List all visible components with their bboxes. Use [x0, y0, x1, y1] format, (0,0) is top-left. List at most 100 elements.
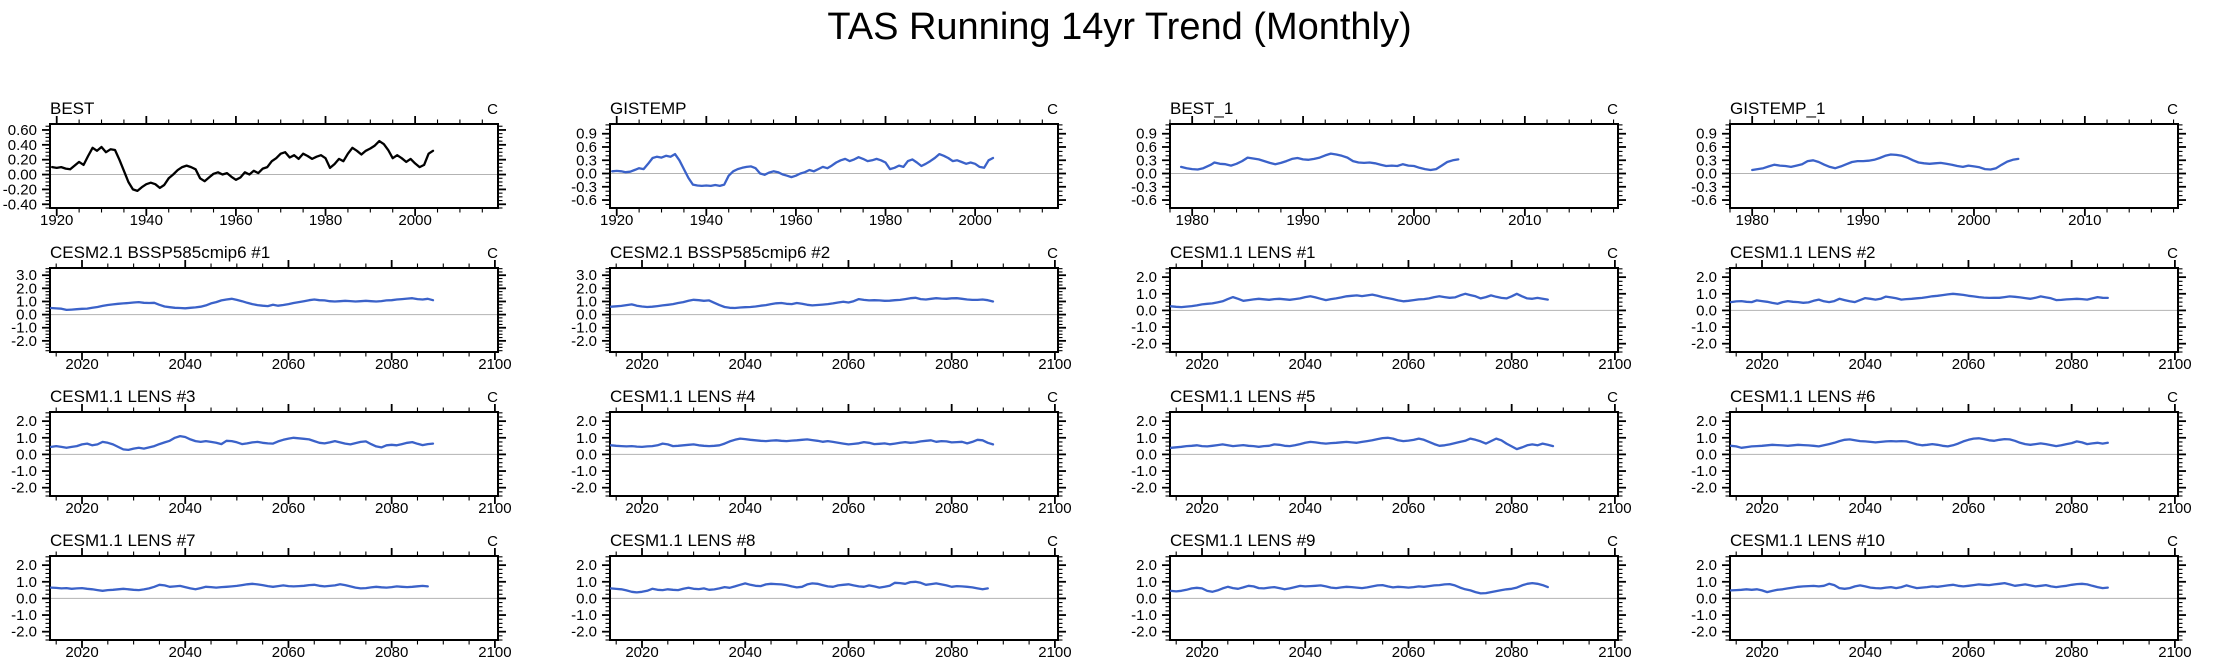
unit-label: C [1047, 533, 1058, 550]
panel-cesm1-1-lens-5: CESM1.1 LENS #5 C 2020 2040 2060 2080 2100 2.0 1… [1120, 372, 1680, 517]
y-tick-label: 0.0 [1136, 446, 1157, 463]
y-tick-label: -2.0 [1131, 624, 1157, 641]
y-tick-label: 0.9 [1136, 126, 1157, 143]
panel-title: CESM1.1 LENS #8 [610, 531, 756, 550]
y-tick-label: 2.0 [1696, 557, 1717, 574]
plot-box [1169, 123, 1619, 209]
y-tick-label: 2.0 [576, 280, 597, 297]
y-tick-label: 1.0 [1696, 286, 1717, 303]
x-tick-label: 2020 [1745, 644, 1778, 660]
y-tick-label: -2.0 [11, 480, 37, 497]
plot-area: BEST_1 C 1980 1990 2000 2010 0.90.60.30.0-0.3-… [1131, 99, 1626, 229]
panel-title: CESM1.1 LENS #10 [1730, 531, 1885, 550]
y-tick-label: -2.0 [571, 333, 597, 350]
x-tick-label: 2100 [2158, 356, 2191, 372]
y-tick-label: 0.6 [1136, 139, 1157, 156]
unit-label: C [487, 533, 498, 550]
x-tick-label: 2080 [935, 644, 968, 660]
x-tick-label: 2080 [935, 356, 968, 372]
y-tick-label: -2.0 [1131, 480, 1157, 497]
x-tick-label: 2020 [65, 356, 98, 372]
panel-best: BEST C 1920 1940 1960 1980 2000 0.60 0.40 0.20 0.0… [0, 84, 560, 229]
plot-box [609, 411, 1059, 497]
x-tick-label: 2080 [935, 500, 968, 516]
panel-cesm2-1-bssp585cmip6-1: CESM2.1 BSSP585cmip6 #1 C 2020 2040 2060 2080… [0, 228, 560, 373]
unit-label: C [1607, 101, 1618, 118]
y-tick-label: -1.0 [1691, 319, 1717, 336]
y-tick-label: 1.0 [1136, 286, 1157, 303]
x-tick-label: 2040 [169, 356, 202, 372]
y-tick-label: -2.0 [1691, 480, 1717, 497]
x-tick-label: 2100 [1598, 356, 1631, 372]
x-tick-label: 2040 [729, 500, 762, 516]
y-tick-label: 0.20 [8, 152, 37, 169]
plot-area: GISTEMP C 1920 1940 1960 1980 2000 0.90.60.30.0… [571, 99, 1066, 229]
panel-title: CESM1.1 LENS #6 [1730, 387, 1876, 406]
plot-box [1729, 267, 2179, 353]
y-tick-label: -0.3 [571, 179, 597, 196]
plot-area: CESM1.1 LENS #8 C 2020 2040 2060 2080 2100 2.01… [571, 531, 1071, 661]
y-tick-label: 0.0 [16, 307, 37, 324]
x-tick-label: 2060 [272, 356, 305, 372]
panel-title: BEST_1 [1170, 99, 1233, 118]
y-tick-label: -1.0 [571, 463, 597, 480]
page-header: TAS Running 14yr Trend (Monthly) [0, 0, 2239, 84]
x-tick-label: 2100 [2158, 500, 2191, 516]
y-tick-label: 0.3 [1696, 152, 1717, 169]
plot-area: CESM2.1 BSSP585cmip6 #1 C 2020 2040 2060 2080… [11, 243, 511, 373]
y-tick-label: -1.0 [11, 463, 37, 480]
y-tick-label: -0.6 [1691, 192, 1717, 209]
plot-box [609, 267, 1059, 353]
unit-label: C [487, 101, 498, 118]
data-line [50, 434, 435, 452]
plot-area: CESM1.1 LENS #6 C 2020 2040 2060 2080 2100 2.01… [1691, 387, 2191, 517]
x-tick-label: 2040 [1849, 356, 1882, 372]
y-tick-label: -1.0 [571, 607, 597, 624]
x-tick-label: 2060 [1392, 356, 1425, 372]
y-tick-label: -2.0 [1691, 624, 1717, 641]
x-tick-label: 2040 [1289, 644, 1322, 660]
y-tick-label: 3.0 [576, 267, 597, 284]
x-tick-label: 1920 [40, 212, 73, 228]
y-tick-label: 0.60 [8, 122, 37, 139]
panel-cesm1-1-lens-4: CESM1.1 LENS #4 C 2020 2040 2060 2080 2100 2.0 1… [560, 372, 1120, 517]
y-tick-label: 2.0 [16, 280, 37, 297]
x-tick-label: 1960 [779, 212, 812, 228]
panel-title: CESM1.1 LENS #2 [1730, 243, 1876, 262]
x-tick-label: 2080 [1495, 356, 1528, 372]
x-tick-label: 1920 [600, 212, 633, 228]
panel-title: CESM1.1 LENS #4 [610, 387, 756, 406]
x-tick-label: 1990 [1846, 212, 1879, 228]
x-tick-label: 2060 [272, 500, 305, 516]
y-tick-label: 1.0 [16, 430, 37, 447]
x-tick-label: 2040 [169, 500, 202, 516]
plot-area: CESM1.1 LENS #10 C 2020 2040 2060 2080 2100 2.0… [1691, 531, 2191, 661]
x-tick-label: 2060 [1952, 356, 1985, 372]
x-tick-label: 2100 [1038, 500, 1071, 516]
x-tick-label: 2080 [1495, 500, 1528, 516]
plot-area: CESM1.1 LENS #5 C 2020 2040 2060 2080 2100 2.01… [1131, 387, 1631, 517]
y-tick-label: 0.6 [1696, 139, 1717, 156]
x-tick-label: 2100 [2158, 644, 2191, 660]
x-tick-label: 2080 [2055, 356, 2088, 372]
panel-title: CESM1.1 LENS #1 [1170, 243, 1316, 262]
unit-label: C [2167, 245, 2178, 262]
unit-label: C [487, 245, 498, 262]
data-line [1179, 152, 1460, 172]
x-tick-label: 2010 [2068, 212, 2101, 228]
y-tick-label: 1.0 [1696, 574, 1717, 591]
plot-area: BEST C 1920 1940 1960 1980 2000 0.600.400.200.0… [3, 99, 506, 229]
x-tick-label: 1980 [1735, 212, 1768, 228]
y-tick-label: 2.0 [1136, 557, 1157, 574]
panel-title: GISTEMP [610, 99, 687, 118]
plot-box [609, 555, 1059, 641]
x-tick-label: 2000 [398, 212, 431, 228]
plot-box [1169, 555, 1619, 641]
x-tick-label: 2060 [832, 500, 865, 516]
panel-cesm1-1-lens-8: CESM1.1 LENS #8 C 2020 2040 2060 2080 2100 2.0 1… [560, 516, 1120, 661]
y-tick-label: 0.3 [576, 152, 597, 169]
plot-box [609, 123, 1059, 209]
plot-box [1729, 411, 2179, 497]
x-tick-label: 2080 [375, 644, 408, 660]
panel-best-1: BEST_1 C 1980 1990 2000 2010 0.9 0.6 0.3 0.0 -0.3-… [1120, 84, 1680, 229]
